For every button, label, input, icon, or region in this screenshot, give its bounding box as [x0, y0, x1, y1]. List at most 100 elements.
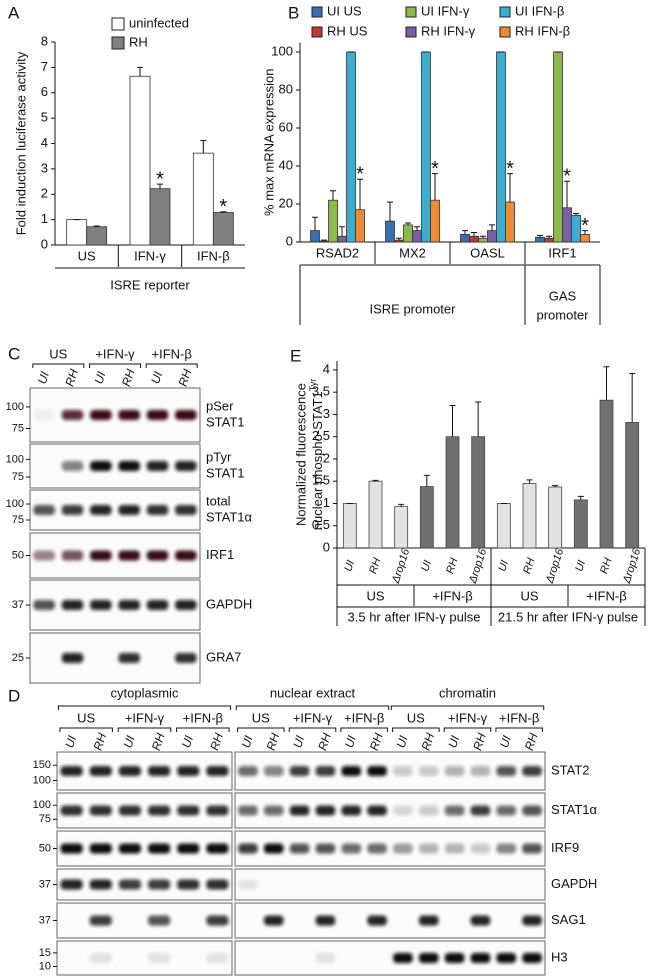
condition-bracket	[392, 727, 440, 732]
legend-swatch	[311, 6, 323, 18]
band	[61, 410, 84, 420]
significance: *	[156, 168, 164, 190]
y-tick-label: 6	[41, 84, 48, 99]
bar	[535, 236, 545, 243]
error-bar	[157, 183, 163, 189]
legend-label: RH IFN-β	[515, 23, 570, 38]
fraction-bracket	[57, 705, 232, 710]
band	[496, 843, 517, 854]
band	[90, 550, 112, 561]
band	[61, 653, 84, 663]
bar	[496, 51, 506, 243]
error-bar	[339, 226, 345, 237]
band	[522, 953, 542, 963]
band	[118, 805, 141, 816]
significance: *	[356, 164, 364, 186]
condition-label: US	[407, 710, 425, 725]
band	[60, 805, 83, 816]
lane-label: UI	[342, 733, 359, 749]
treatment-label: +IFN-β	[432, 588, 472, 603]
error-bar	[573, 213, 579, 216]
error-bar	[507, 173, 513, 203]
band	[341, 843, 362, 854]
band	[444, 766, 465, 776]
row-label: H3	[551, 949, 568, 964]
y-tick-label: 0	[286, 233, 293, 248]
x-tick-label: US	[78, 248, 96, 263]
y-tick-label: 8	[41, 33, 48, 48]
error-bar	[526, 479, 533, 484]
x-tick-label: OASL	[470, 245, 505, 260]
row-label: STAT1	[206, 414, 245, 429]
marker-label: 75	[12, 422, 24, 434]
error-bar	[312, 216, 318, 231]
y-tick-label: 4	[323, 361, 330, 376]
band	[33, 505, 55, 515]
fraction-bracket	[390, 705, 545, 710]
panel-label: D	[8, 686, 20, 705]
bar	[394, 239, 404, 243]
bar	[368, 480, 383, 549]
x-tick-label: Δrop16	[621, 546, 644, 585]
blot-panel	[56, 902, 233, 939]
band	[470, 805, 491, 816]
band	[61, 600, 84, 610]
error-bar	[629, 372, 636, 423]
group-label: promoter	[536, 307, 589, 322]
band	[496, 766, 517, 776]
blot-panel	[29, 532, 201, 579]
bar	[421, 51, 431, 243]
marker-label: 100	[33, 774, 51, 786]
legend-swatch	[111, 17, 125, 31]
marker-label: 75	[12, 514, 24, 526]
band	[367, 805, 387, 816]
error-bar	[546, 235, 552, 239]
x-tick-label: RH	[444, 557, 460, 576]
panel-label: C	[8, 344, 20, 363]
condition-label: +IFN-β	[183, 710, 223, 725]
error-bar	[200, 139, 207, 154]
marker-label: 75	[39, 813, 51, 825]
treatment-label: US	[366, 588, 384, 603]
band	[33, 550, 55, 561]
bar	[342, 503, 357, 549]
bar	[355, 209, 365, 243]
band	[61, 505, 84, 515]
y-tick-label: 3	[41, 160, 48, 175]
band	[146, 505, 169, 515]
band	[89, 953, 112, 963]
y-tick-label: 1	[41, 211, 48, 226]
band	[118, 653, 140, 663]
lane-label: RH	[119, 367, 138, 388]
blot-panel	[234, 830, 546, 867]
band	[341, 805, 362, 816]
x-tick-label: IRF1	[548, 245, 576, 260]
legend-label: RH IFN-γ	[421, 23, 476, 38]
band	[393, 766, 413, 776]
band	[367, 843, 387, 854]
bar	[403, 224, 413, 243]
legend-swatch	[499, 26, 511, 38]
band	[522, 766, 542, 776]
band	[418, 915, 439, 926]
band	[315, 843, 336, 854]
error-bar	[321, 239, 327, 242]
bar	[419, 486, 434, 549]
lane-label: UI	[394, 733, 411, 749]
error-bar	[423, 474, 430, 487]
y-axis-label: % max mRNA expression	[261, 69, 276, 216]
lane-label: RH	[315, 731, 334, 752]
error-bar	[405, 222, 411, 225]
panel-label: E	[290, 346, 301, 365]
band	[470, 953, 491, 963]
band	[315, 766, 336, 776]
significance: *	[506, 158, 514, 180]
band	[315, 953, 336, 963]
condition-bracket	[89, 363, 141, 368]
band	[289, 843, 310, 854]
band	[522, 805, 542, 816]
legend-label: RH	[129, 34, 148, 49]
band	[263, 915, 284, 926]
row-label: IRF1	[206, 547, 234, 562]
